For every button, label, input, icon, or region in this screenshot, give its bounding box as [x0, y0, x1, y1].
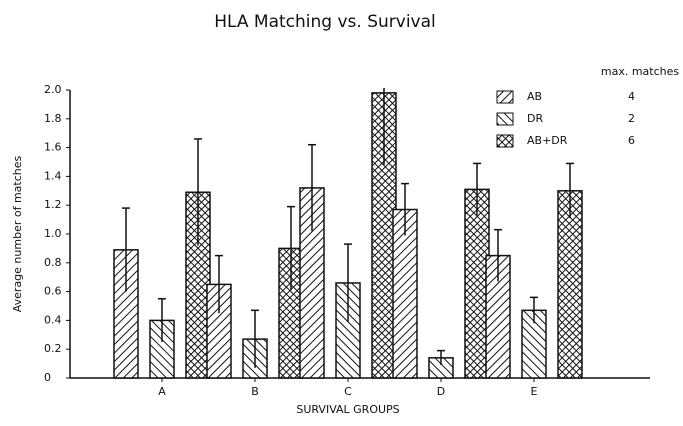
legend-label: AB	[527, 90, 542, 103]
y-tick-label: 1.6	[44, 141, 62, 154]
error-bar	[494, 228, 502, 282]
y-tick-label: 1.0	[44, 227, 62, 240]
x-tick-label: E	[531, 385, 538, 398]
chart-title: HLA Matching vs. Survival	[214, 12, 436, 32]
bar	[521, 309, 547, 379]
error-bar	[308, 143, 316, 232]
x-tick-label: A	[158, 385, 166, 398]
legend-label: DR	[527, 112, 543, 125]
y-axis-label: Average number of matches	[11, 155, 24, 312]
error-bar	[158, 298, 166, 342]
error-bar	[215, 254, 223, 314]
y-tick-label: 0.8	[44, 256, 62, 269]
x-tick-label: B	[251, 385, 259, 398]
y-tick-label: 1.4	[44, 169, 62, 182]
error-bar	[530, 296, 538, 324]
legend-swatch	[496, 90, 514, 104]
x-axis-label: SURVIVAL GROUPS	[296, 403, 399, 416]
error-bar	[122, 207, 130, 292]
x-tick-label: C	[344, 385, 352, 398]
error-bar	[287, 205, 295, 291]
legend-max: 2	[628, 112, 635, 125]
error-bar	[383, 88, 385, 165]
legend-max: 6	[628, 134, 635, 147]
error-bar	[401, 182, 409, 236]
legend-label: AB+DR	[527, 134, 568, 147]
legend-swatch	[496, 112, 514, 126]
y-tick-label: 1.8	[44, 112, 62, 125]
y-tick-label: 0.6	[44, 285, 62, 298]
y-tick-label: 1.2	[44, 198, 62, 211]
legend-swatch	[496, 134, 514, 148]
plot-area	[113, 88, 583, 379]
y-tick-label: 0.4	[44, 313, 62, 326]
error-bar	[437, 349, 445, 366]
y-tick-label: 0.2	[44, 342, 62, 355]
error-bar	[251, 309, 259, 368]
x-tick-label: D	[437, 385, 445, 398]
legend-max: 4	[628, 90, 635, 103]
bar	[113, 249, 139, 379]
error-bar	[473, 162, 481, 216]
y-tick-label: 2.0	[44, 83, 62, 96]
error-bar	[194, 138, 202, 246]
error-bar	[344, 243, 352, 322]
y-tick-label: 0	[44, 371, 51, 384]
error-bar	[566, 162, 574, 219]
legend-title: max. matches	[601, 65, 680, 78]
bar	[557, 190, 583, 379]
